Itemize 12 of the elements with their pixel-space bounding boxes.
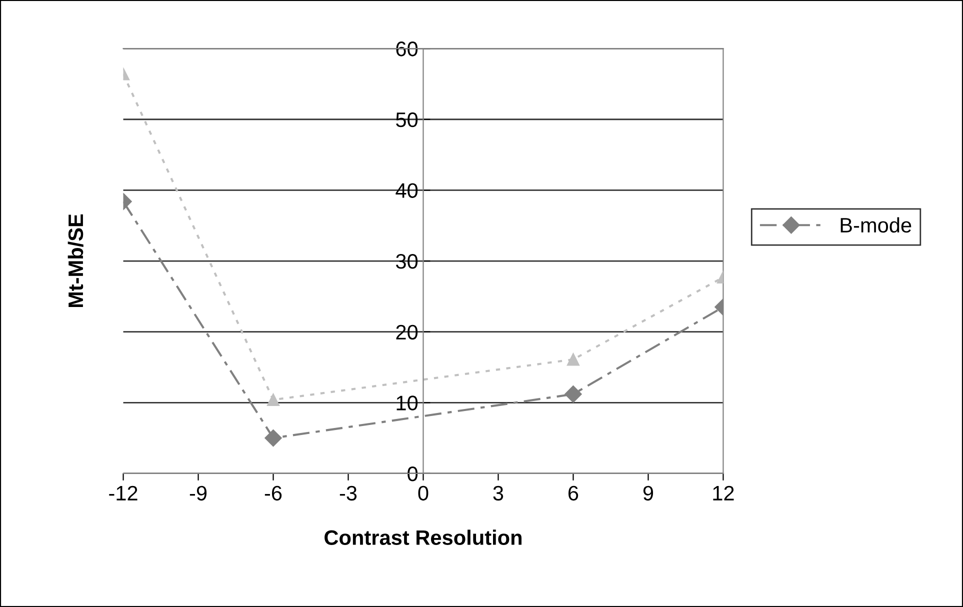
legend-label: B-mode [840,217,912,233]
x-tick-label: -3 [340,486,357,501]
x-tick-label: 6 [568,486,578,501]
x-tick-label: -9 [190,486,207,501]
x-tick-label: -6 [264,486,282,501]
x-tick-label: 12 [713,486,734,500]
x-tick-label: -12 [109,486,138,500]
x-tick-label: 0 [418,486,428,501]
x-tick-label: 3 [493,486,504,501]
y-axis-title: Mt-Mb/SE [68,214,84,308]
x-tick-label: 9 [643,486,654,501]
x-axis-title: Contrast Resolution [324,530,522,545]
